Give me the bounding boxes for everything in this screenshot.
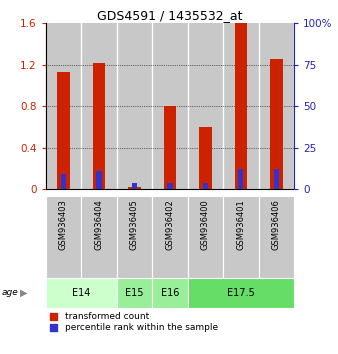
Text: E16: E16 bbox=[161, 288, 179, 298]
Bar bbox=[188, 23, 223, 189]
Bar bbox=[259, 23, 294, 189]
Text: age: age bbox=[2, 289, 19, 297]
Bar bbox=[270, 59, 283, 189]
Bar bbox=[61, 175, 66, 189]
Bar bbox=[128, 187, 141, 189]
Bar bbox=[57, 72, 70, 189]
Text: E15: E15 bbox=[125, 288, 144, 298]
Text: GSM936404: GSM936404 bbox=[94, 199, 103, 250]
Bar bbox=[167, 183, 172, 189]
Bar bbox=[203, 183, 208, 189]
Legend: transformed count, percentile rank within the sample: transformed count, percentile rank withi… bbox=[50, 313, 218, 332]
Text: GSM936403: GSM936403 bbox=[59, 199, 68, 250]
Bar bbox=[96, 171, 101, 189]
Bar bbox=[46, 23, 81, 189]
Title: GDS4591 / 1435532_at: GDS4591 / 1435532_at bbox=[97, 9, 243, 22]
Bar bbox=[164, 106, 176, 189]
Text: ▶: ▶ bbox=[20, 288, 27, 298]
Bar bbox=[152, 23, 188, 189]
Text: E14: E14 bbox=[72, 288, 90, 298]
Bar bbox=[188, 278, 294, 308]
Bar bbox=[238, 170, 243, 189]
Bar bbox=[46, 196, 81, 278]
Bar bbox=[81, 196, 117, 278]
Text: GSM936402: GSM936402 bbox=[165, 199, 174, 250]
Bar bbox=[223, 196, 259, 278]
Bar bbox=[117, 278, 152, 308]
Text: GSM936401: GSM936401 bbox=[236, 199, 245, 250]
Bar bbox=[132, 183, 137, 189]
Bar bbox=[117, 196, 152, 278]
Bar bbox=[93, 63, 105, 189]
Bar bbox=[81, 23, 117, 189]
Bar bbox=[152, 278, 188, 308]
Bar bbox=[223, 23, 259, 189]
Bar bbox=[117, 23, 152, 189]
Text: GSM936405: GSM936405 bbox=[130, 199, 139, 250]
Text: E17.5: E17.5 bbox=[227, 288, 255, 298]
Bar bbox=[152, 196, 188, 278]
Bar bbox=[199, 127, 212, 189]
Bar bbox=[188, 196, 223, 278]
Text: GSM936400: GSM936400 bbox=[201, 199, 210, 250]
Bar bbox=[235, 23, 247, 189]
Text: GSM936406: GSM936406 bbox=[272, 199, 281, 250]
Bar bbox=[46, 278, 117, 308]
Bar bbox=[259, 196, 294, 278]
Bar bbox=[274, 170, 279, 189]
